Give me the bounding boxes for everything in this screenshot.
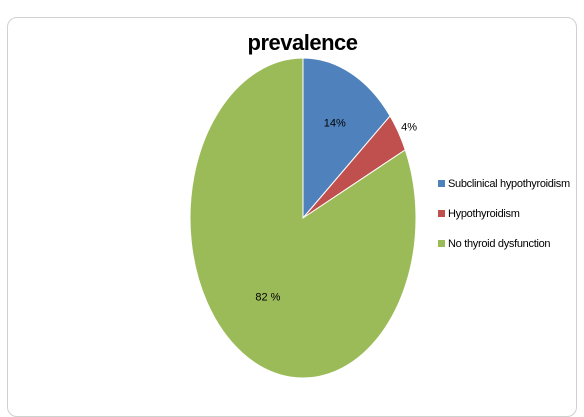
legend-item-hypothyroidism: Hypothyroidism [438, 207, 570, 220]
legend-swatch [438, 240, 445, 247]
pie-slice-subclinical-hypothyroidism [302, 57, 391, 220]
data-label: 4% [401, 121, 417, 133]
data-label: 82 % [255, 291, 280, 303]
legend-label: No thyroid dysfunction [448, 237, 551, 250]
legend-swatch [438, 210, 445, 217]
chart-title: prevalence [247, 30, 358, 55]
legend-item-no-thyroid-dysfunction: No thyroid dysfunction [438, 237, 570, 250]
data-label: 14% [324, 118, 346, 130]
legend-swatch [438, 180, 445, 187]
legend-item-subclinical-hypothyroidism: Subclinical hypothyroidism [438, 177, 570, 190]
legend-label: Hypothyroidism [448, 207, 520, 220]
pie-slice-no-thyroid-dysfunction [189, 57, 417, 379]
legend-label: Subclinical hypothyroidism [448, 177, 570, 190]
chart-legend: Subclinical hypothyroidism Hypothyroidis… [438, 178, 570, 268]
